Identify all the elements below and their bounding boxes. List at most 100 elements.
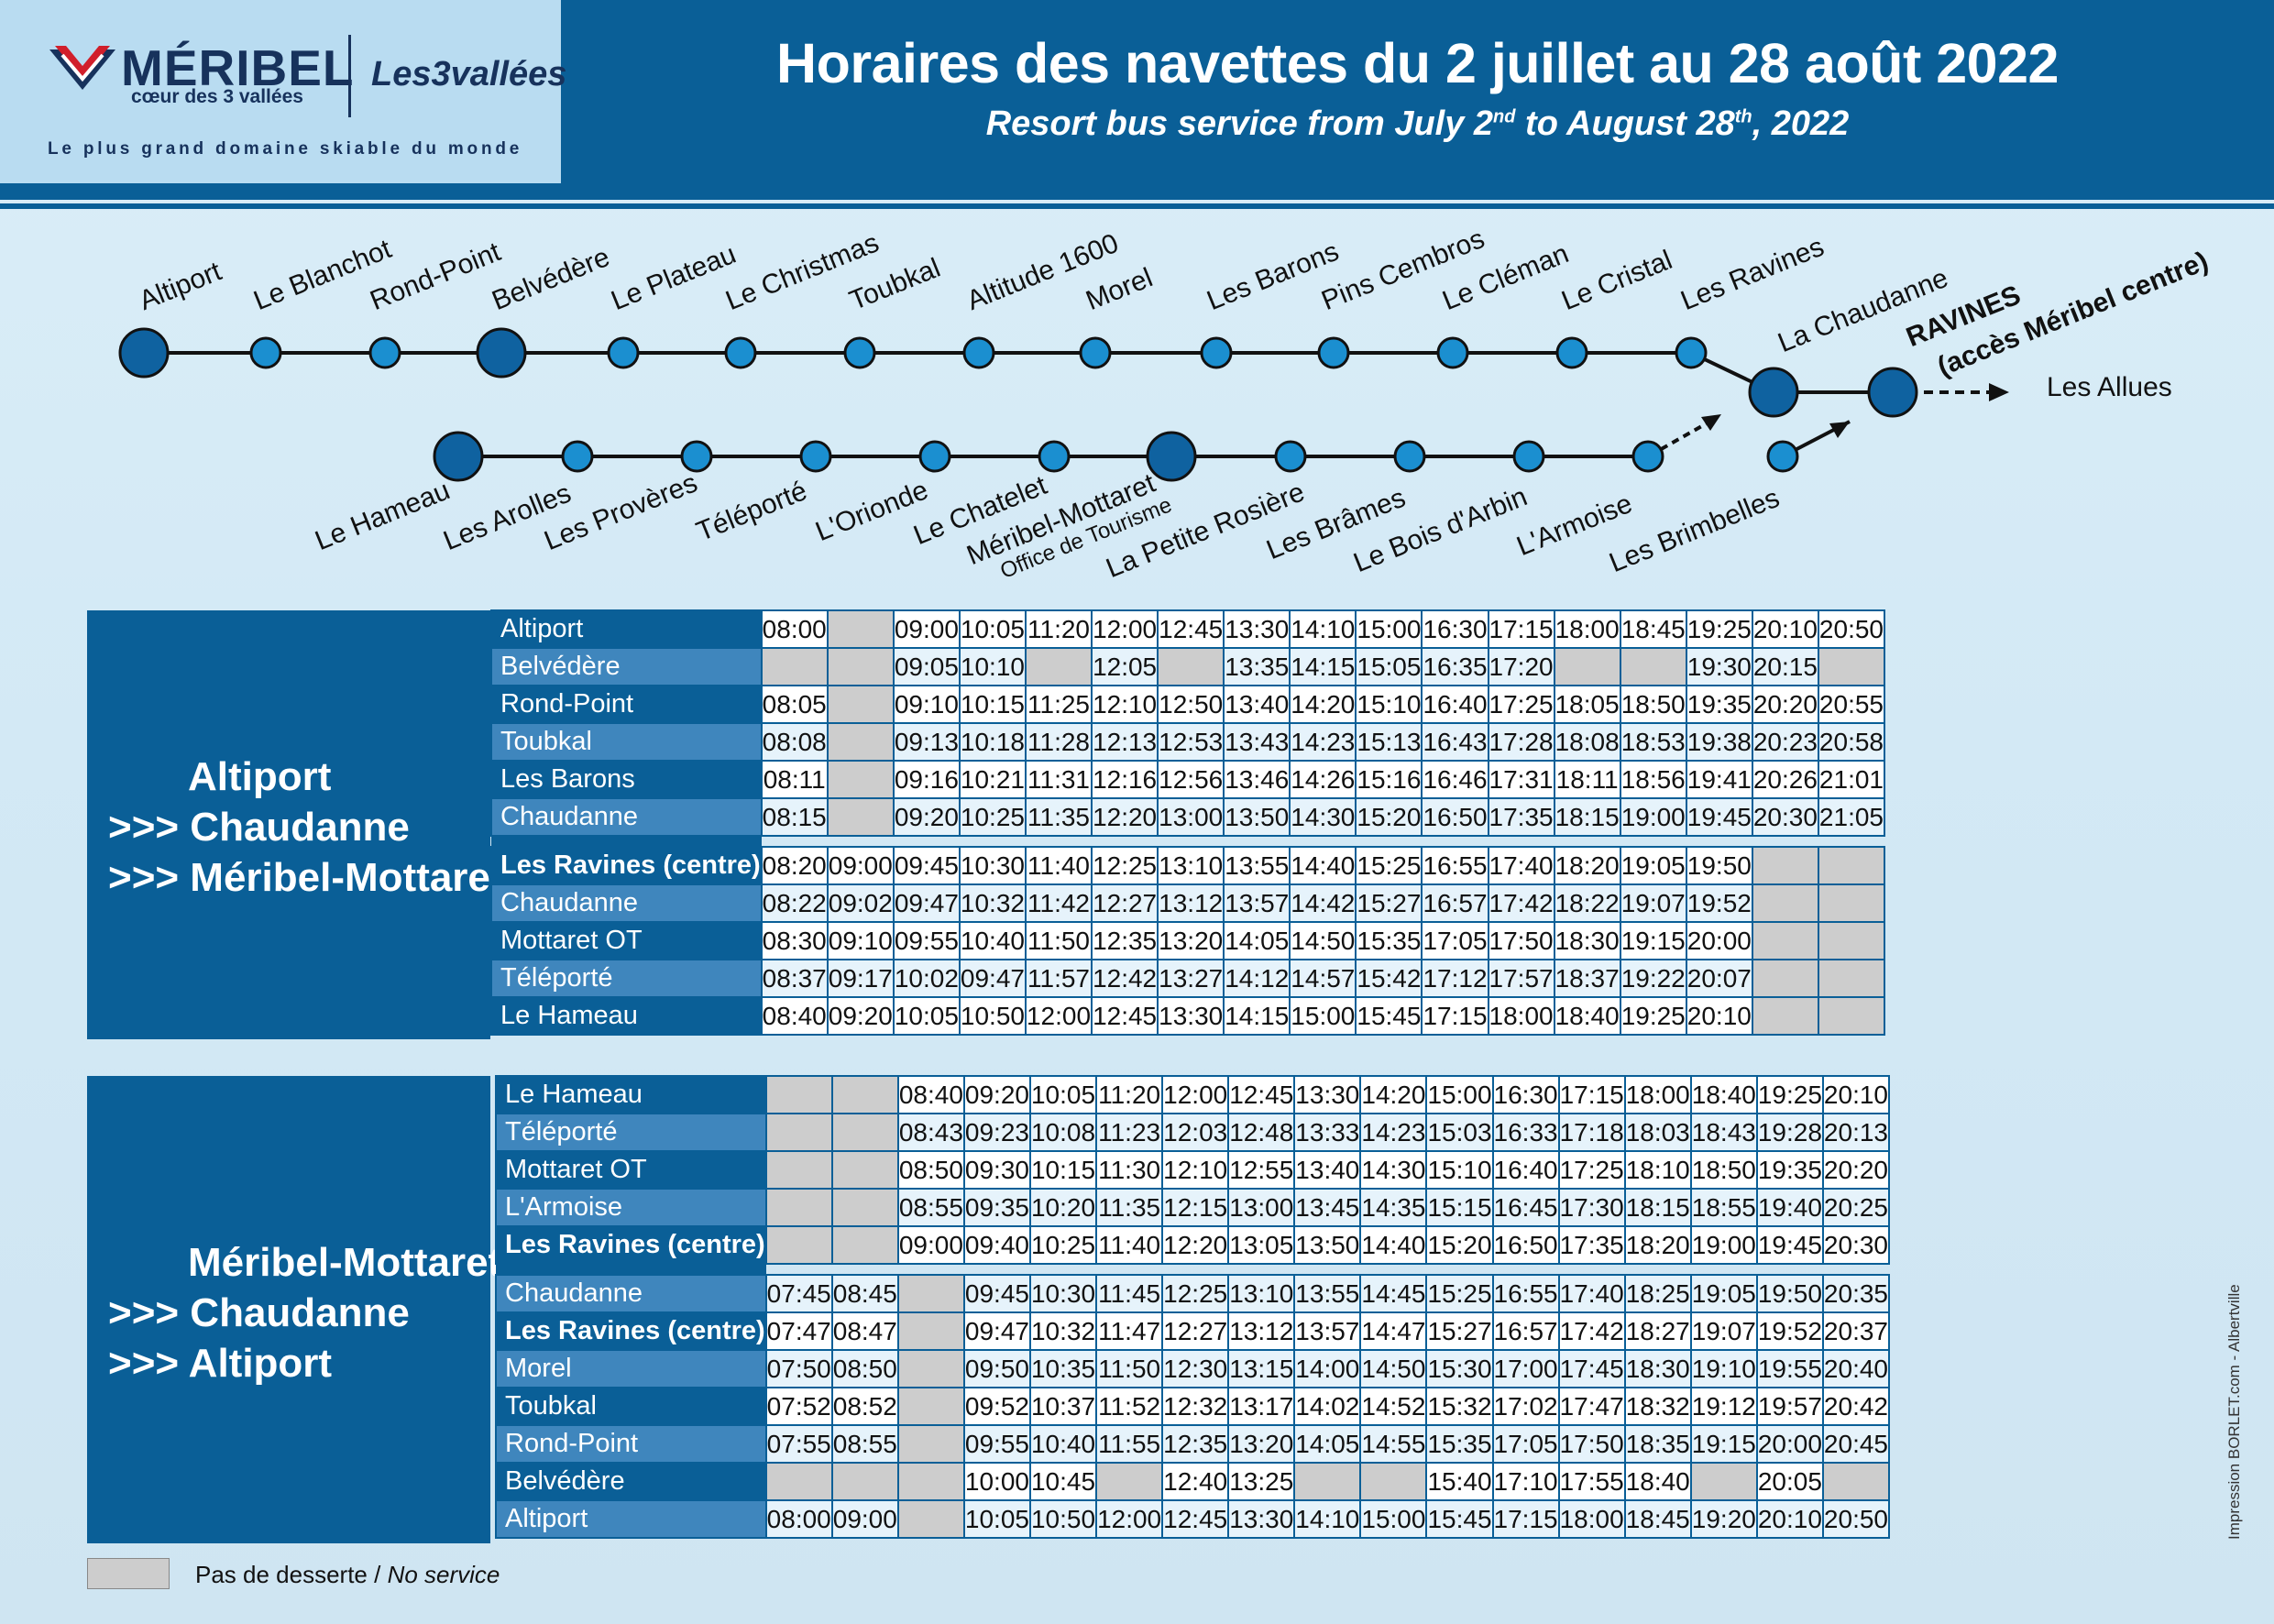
time-cell: 10:10 (958, 647, 1027, 686)
time-cell: 15:20 (1425, 1225, 1494, 1265)
no-service-cell (1751, 883, 1819, 923)
time-cell: 12:10 (1161, 1150, 1230, 1190)
time-cell: 12:00 (1024, 996, 1093, 1036)
time-cell: 14:26 (1289, 760, 1357, 799)
time-cell: 09:35 (962, 1188, 1031, 1227)
time-cell: 20:40 (1821, 1349, 1891, 1388)
no-service-cell (1553, 647, 1621, 686)
time-cell: 20:00 (1755, 1424, 1824, 1464)
brand-name: MÉRIBEL (121, 39, 355, 96)
time-cell: 14:47 (1359, 1311, 1428, 1351)
table-row: Rond-Point 07:55 08:55 09:55 10:40 11:55 12:35… (495, 1424, 1891, 1464)
time-cell: 10:15 (958, 685, 1027, 724)
no-service-cell (1157, 647, 1225, 686)
stop-name-cell: Toubkal (490, 722, 763, 762)
time-cell: 09:47 (892, 883, 961, 923)
tagline: Le plus grand domaine skiable du monde (48, 139, 523, 159)
time-cell: 09:20 (962, 1075, 1031, 1114)
time-cell: 15:00 (1425, 1075, 1494, 1114)
time-cell: 08:22 (760, 883, 829, 923)
no-service-swatch (87, 1558, 170, 1589)
time-cell: 11:47 (1095, 1311, 1164, 1351)
time-cell: 11:23 (1095, 1113, 1164, 1152)
time-cell: 20:25 (1821, 1188, 1891, 1227)
stop-dot-les-brames (1393, 440, 1426, 473)
table-row: Altiport 08:00 09:00 10:05 11:20 12:00 12:45 13… (490, 609, 1886, 649)
no-service-cell (1024, 647, 1093, 686)
time-cell: 10:30 (1028, 1274, 1098, 1313)
time-cell: 12:16 (1091, 760, 1159, 799)
stop-dot-lorionde (918, 440, 951, 473)
time-cell: 20:23 (1751, 722, 1819, 762)
no-service-cell (830, 1113, 899, 1152)
table-row: Belvédère 09:05 10:10 12:05 13:35 14:15 15:05 1… (490, 647, 1886, 686)
table1-title: Altiport >>> Chaudanne >>> Méribel-Motta… (108, 752, 504, 903)
time-cell: 18:05 (1553, 685, 1621, 724)
time-cell: 13:57 (1223, 883, 1291, 923)
no-service-cell (830, 1225, 899, 1265)
time-cell: 14:20 (1289, 685, 1357, 724)
time-cell: 17:05 (1421, 921, 1489, 960)
time-cell: 18:20 (1623, 1225, 1692, 1265)
stop-dot-les-arolles (561, 440, 594, 473)
time-cell: 18:08 (1553, 722, 1621, 762)
time-cell: 19:00 (1619, 797, 1687, 837)
time-cell: 15:16 (1355, 760, 1423, 799)
time-cell: 15:05 (1355, 647, 1423, 686)
time-cell: 12:53 (1157, 722, 1225, 762)
time-cell: 11:55 (1095, 1424, 1164, 1464)
no-service-cell (1689, 1462, 1758, 1501)
time-cell: 13:10 (1157, 846, 1225, 885)
meribel-logo-icon (49, 46, 115, 90)
time-cell: 18:53 (1619, 722, 1687, 762)
time-cell: 14:52 (1359, 1387, 1428, 1426)
table-row: Rond-Point 08:05 09:10 10:15 11:25 12:10 12:50… (490, 685, 1886, 724)
time-cell: 12:25 (1161, 1274, 1230, 1313)
page-title: Horaires des navettes du 2 juillet au 28… (776, 32, 2059, 94)
time-cell: 09:55 (962, 1424, 1031, 1464)
time-cell: 17:55 (1557, 1462, 1626, 1501)
table-row: Les Ravines (centre) 08:20 09:00 09:45 10:30… (490, 846, 1886, 885)
time-cell: 19:07 (1689, 1311, 1758, 1351)
no-service-cell (1359, 1462, 1428, 1501)
time-cell: 10:32 (958, 883, 1027, 923)
stop-dot-altitude-1600 (962, 336, 995, 369)
time-cell: 09:50 (962, 1349, 1031, 1388)
stop-name-cell: Mottaret OT (490, 921, 763, 960)
time-cell: 12:13 (1091, 722, 1159, 762)
stop-dot-toubkal (843, 336, 876, 369)
time-cell: 09:17 (826, 959, 895, 998)
time-cell: 13:12 (1227, 1311, 1296, 1351)
time-cell: 12:20 (1091, 797, 1159, 837)
time-cell: 20:35 (1821, 1274, 1891, 1313)
time-cell: 17:50 (1557, 1424, 1626, 1464)
time-cell: 14:23 (1359, 1113, 1428, 1152)
time-cell: 19:50 (1755, 1274, 1824, 1313)
time-cell: 18:15 (1623, 1188, 1692, 1227)
table-row: Téléporté 08:37 09:17 10:02 09:47 11:57 12:42 1… (490, 959, 1886, 998)
time-cell: 07:50 (764, 1349, 833, 1388)
timetable-1: Altiport 08:00 09:00 10:05 11:20 12:00 12:45 13… (490, 609, 1886, 1036)
time-cell: 14:42 (1289, 883, 1357, 923)
time-cell: 20:05 (1755, 1462, 1824, 1501)
time-cell: 20:20 (1751, 685, 1819, 724)
no-service-cell (1293, 1462, 1362, 1501)
time-cell: 13:20 (1157, 921, 1225, 960)
time-cell: 14:10 (1293, 1499, 1362, 1539)
time-cell: 10:20 (1028, 1188, 1098, 1227)
time-cell: 12:20 (1161, 1225, 1230, 1265)
time-cell: 16:40 (1491, 1150, 1560, 1190)
stop-dot-le-bois-darbin (1512, 440, 1545, 473)
time-cell: 09:20 (892, 797, 961, 837)
time-cell: 14:50 (1359, 1349, 1428, 1388)
time-cell: 19:10 (1689, 1349, 1758, 1388)
header-divider (0, 183, 2274, 200)
time-cell: 09:00 (830, 1499, 899, 1539)
time-cell: 16:45 (1491, 1188, 1560, 1227)
stop-name-cell: Rond-Point (495, 1424, 767, 1464)
time-cell: 20:45 (1821, 1424, 1891, 1464)
table-row: Belvédère 10:00 10:45 12:40 13:25 15:40 17:10 1… (495, 1462, 1891, 1501)
brand-divider (348, 35, 351, 117)
time-cell: 18:30 (1623, 1349, 1692, 1388)
stop-name-cell: Téléporté (490, 959, 763, 998)
